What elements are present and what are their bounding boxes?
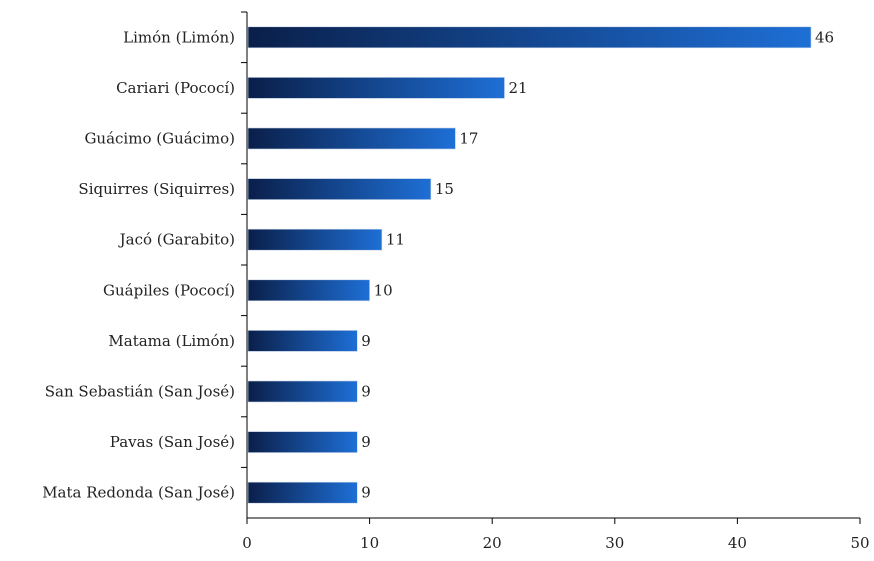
data-label: 10 <box>374 281 393 299</box>
x-tick-label: 0 <box>242 534 252 552</box>
x-tick-label: 20 <box>483 534 502 552</box>
category-label: Guácimo (Guácimo) <box>84 130 235 148</box>
bar <box>247 26 812 49</box>
x-tick-label: 30 <box>605 534 624 552</box>
data-label: 17 <box>459 130 478 148</box>
category-label: Matama (Limón) <box>108 332 235 350</box>
bar <box>247 77 505 99</box>
bar <box>247 178 432 200</box>
axes: 0 10 20 30 40 50 <box>241 11 870 552</box>
bar <box>247 127 456 150</box>
category-label: Guápiles (Pococí) <box>103 281 235 299</box>
data-label: 21 <box>509 79 528 97</box>
category-label: Mata Redonda (San José) <box>42 484 235 502</box>
x-tick-label: 10 <box>360 534 379 552</box>
bar <box>247 228 383 251</box>
x-tick-label: 40 <box>728 534 747 552</box>
data-label: 9 <box>361 332 371 350</box>
bar <box>247 279 370 302</box>
data-label: 15 <box>435 180 454 198</box>
data-label: 11 <box>386 231 405 249</box>
bar <box>247 380 358 403</box>
data-label: 9 <box>361 484 371 502</box>
data-label: 9 <box>361 433 371 451</box>
category-label: Pavas (San José) <box>110 433 235 451</box>
data-labels: 46 21 17 15 11 10 9 9 9 9 <box>361 28 834 501</box>
category-label: San Sebastián (San José) <box>45 383 235 401</box>
category-label: Jacó (Garabito) <box>118 231 235 249</box>
category-label: Limón (Limón) <box>123 28 235 46</box>
category-label: Cariari (Pococí) <box>116 79 235 97</box>
category-labels: Limón (Limón) Cariari (Pococí) Guácimo (Gu… <box>42 28 235 501</box>
category-label: Siquirres (Siquirres) <box>78 180 235 198</box>
data-label: 9 <box>361 383 371 401</box>
bar <box>247 431 358 453</box>
x-tick-label: 50 <box>850 534 869 552</box>
data-label: 46 <box>815 28 834 46</box>
bar <box>247 330 358 352</box>
bars-layer <box>247 26 812 504</box>
bar <box>247 481 358 504</box>
